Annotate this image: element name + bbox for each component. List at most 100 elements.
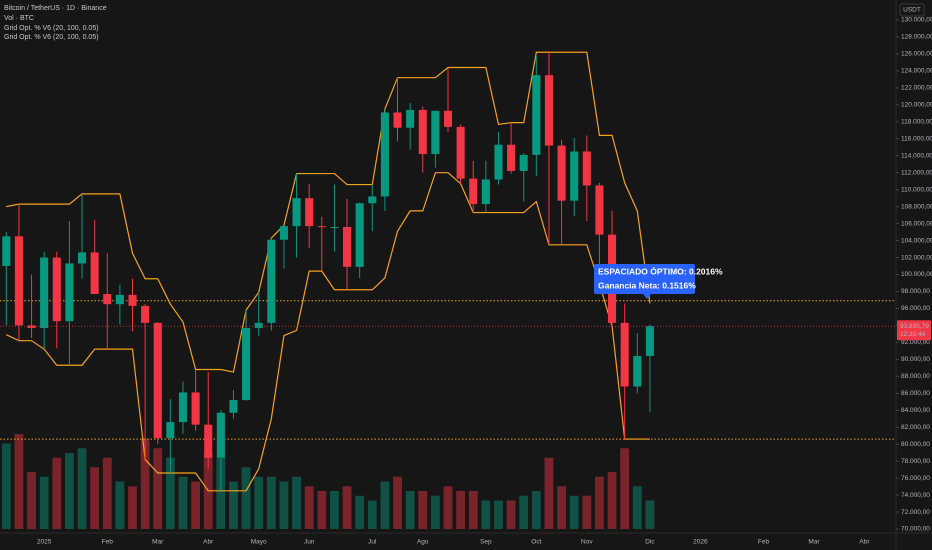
y-tick-label: 116.000,00 <box>901 135 932 142</box>
y-tick-label: 86.000,00 <box>901 390 930 397</box>
y-tick-label: 114.000,00 <box>901 152 932 159</box>
y-tick-label: 128.000,00 <box>901 34 932 41</box>
volume-bar <box>632 486 642 529</box>
candle-body <box>90 252 99 295</box>
volume-layer <box>1 434 655 529</box>
candle-body <box>519 154 528 172</box>
indicator-legend: Grid Opt. % V6 (20, 100, 0.05) <box>4 25 99 32</box>
y-tick-label: 92.000,00 <box>901 339 930 346</box>
volume-bar <box>115 481 125 529</box>
volume-bar <box>165 457 175 529</box>
candle-body <box>128 294 137 306</box>
volume-bar <box>266 476 276 529</box>
x-tick-label: Ago <box>417 539 429 546</box>
volume-bar <box>330 491 339 529</box>
y-tick-label: 88.000,00 <box>901 373 930 380</box>
volume-bar <box>229 481 238 529</box>
candle-body <box>204 424 213 458</box>
y-tick-label: 104.000,00 <box>901 237 932 244</box>
volume-bar <box>52 457 62 529</box>
volume-bar <box>279 481 289 529</box>
channel-lower <box>6 172 650 492</box>
x-tick-label: Feb <box>758 539 770 546</box>
candle-body <box>481 179 490 205</box>
volume-bar <box>506 500 516 529</box>
x-tick-label: 2025 <box>37 539 52 546</box>
currency-label[interactable]: USDT <box>903 7 921 14</box>
volume-legend: Vol · BTC <box>4 15 34 22</box>
volume-bar <box>443 486 453 529</box>
y-tick-label: 126.000,00 <box>901 51 932 58</box>
y-tick-label: 90.000,00 <box>901 356 930 363</box>
volume-bar <box>128 486 137 529</box>
x-tick-label: Feb <box>102 539 114 546</box>
candle-body <box>178 392 188 423</box>
x-tick-label: Mar <box>808 539 820 546</box>
candle-body <box>52 257 61 322</box>
x-tick-label: Sep <box>480 539 492 546</box>
chart-title: Bitcoin / TetherUS · 1D · Binance <box>4 5 107 12</box>
volume-bar <box>77 448 87 529</box>
currency-box[interactable] <box>899 3 925 17</box>
candle-body <box>494 144 503 180</box>
annotation: ESPACIADO ÓPTIMO: 0.2016% Ganancia Neta:… <box>594 264 723 299</box>
volume-bar <box>367 500 377 529</box>
candle-body <box>645 326 654 356</box>
volume-bar <box>304 486 314 529</box>
annotation-box <box>594 264 695 294</box>
y-tick-label: 82.000,00 <box>901 424 930 431</box>
candle-body <box>292 198 301 227</box>
annotation-text: Ganancia Neta: 0.1516% <box>598 280 696 290</box>
candle-body <box>2 236 11 267</box>
candle-body <box>115 294 124 305</box>
volume-bar <box>153 448 163 529</box>
volume-bar <box>64 453 74 529</box>
volume-bar <box>544 457 554 529</box>
volume-bar <box>178 476 188 529</box>
volume-bar <box>90 467 100 529</box>
candle-body <box>330 226 339 228</box>
volume-bar <box>620 448 630 529</box>
candle-body <box>620 322 629 387</box>
candle-body <box>406 109 415 128</box>
y-tick-label: 124.000,00 <box>901 68 932 75</box>
candle-body <box>507 144 516 172</box>
volume-bar <box>1 443 11 529</box>
candle-body <box>595 185 604 235</box>
y-tick-label: 70.000,00 <box>901 526 930 533</box>
x-tick-label: Jul <box>368 539 377 546</box>
x-tick-label: Abr <box>203 539 214 546</box>
candle-body <box>229 400 238 413</box>
volume-bar <box>468 491 478 529</box>
volume-bar <box>102 457 112 529</box>
volume-bar <box>607 472 617 529</box>
y-tick-label: 122.000,00 <box>901 85 932 92</box>
candle-body <box>103 294 112 305</box>
volume-bar <box>494 500 503 529</box>
volume-bar <box>481 500 491 529</box>
y-tick-label: 102.000,00 <box>901 254 932 261</box>
y-tick-label: 112.000,00 <box>901 169 932 176</box>
candle-body <box>380 112 389 197</box>
y-tick-label: 76.000,00 <box>901 475 930 482</box>
candle-body <box>242 327 251 401</box>
annotation-pointer <box>643 294 651 299</box>
candle-body <box>456 126 465 179</box>
y-tick-label: 78.000,00 <box>901 458 930 465</box>
candle-body <box>305 198 314 227</box>
candle-body <box>393 112 402 128</box>
volume-bar <box>342 486 352 529</box>
volume-bar <box>519 495 529 529</box>
volume-bar <box>317 491 327 529</box>
candle-body <box>469 178 478 205</box>
candle-body <box>633 355 642 387</box>
volume-bar <box>191 481 201 529</box>
y-tick-label: 100.000,00 <box>901 271 932 278</box>
candle-body <box>544 75 553 146</box>
candle-body <box>77 252 87 264</box>
y-tick-label: 110.000,00 <box>901 186 932 193</box>
volume-bar <box>14 434 24 529</box>
volume-bar <box>380 481 390 529</box>
y-tick-label: 80.000,00 <box>901 441 930 448</box>
candle-body <box>431 110 440 155</box>
